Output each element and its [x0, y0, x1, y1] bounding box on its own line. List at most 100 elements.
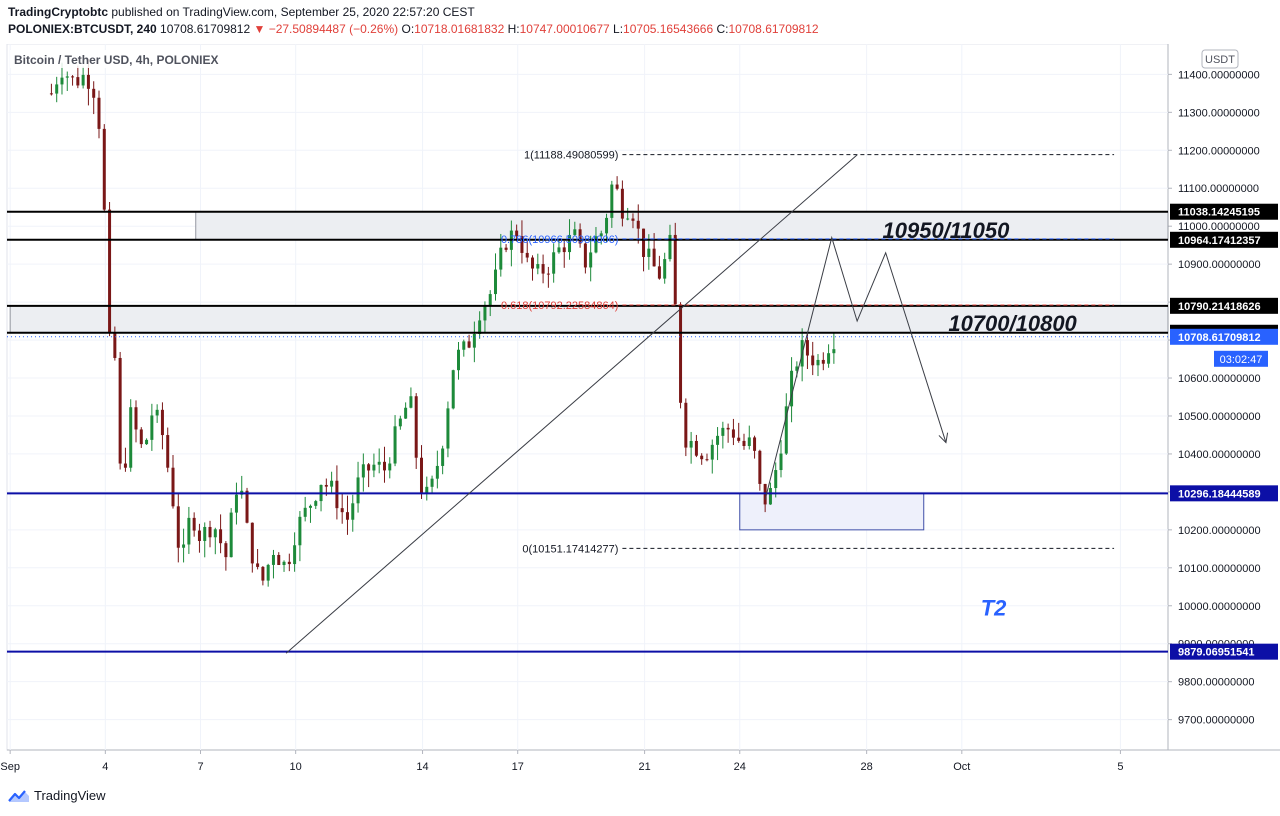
- last-price-box: [1170, 328, 1278, 345]
- x-tick-label: Sep: [0, 761, 20, 773]
- zone-label-lower: 10700/10800: [948, 311, 1077, 336]
- candle-body-up: [361, 464, 365, 478]
- high-label: H:: [507, 22, 520, 36]
- candle-body-down: [467, 341, 471, 348]
- candle-body-up: [795, 366, 799, 371]
- y-tick-label: 10500.00000000: [1178, 411, 1261, 423]
- y-tick-label: 10600.00000000: [1178, 373, 1261, 385]
- candle-body-up: [605, 217, 609, 234]
- price-label-box: [1170, 231, 1278, 248]
- currency-label: USDT: [1205, 54, 1235, 66]
- candle-body-down: [525, 252, 529, 258]
- fib-level-label: 0(10151.17414277): [522, 543, 618, 555]
- candle-body-up: [827, 353, 831, 364]
- candle-body-down: [277, 554, 281, 566]
- tradingview-logo-icon: [8, 789, 29, 802]
- candle-body-up: [330, 480, 334, 487]
- candle-body-up: [129, 407, 133, 468]
- candle-body-down: [546, 273, 550, 275]
- candle-body-up: [779, 453, 783, 471]
- candles-group: [49, 58, 836, 587]
- candle-body-down: [102, 128, 106, 210]
- candle-body-up: [182, 544, 186, 548]
- t2-annotation: T2: [981, 595, 1007, 620]
- candle-body-up: [187, 517, 191, 545]
- candle-body-up: [594, 236, 598, 253]
- low-value: 10705.16543666: [623, 22, 714, 36]
- candle-body-up: [589, 252, 593, 268]
- footer-brand[interactable]: TradingView: [8, 788, 106, 803]
- chart-area[interactable]: 9700.000000009800.000000009900.000000001…: [0, 44, 1280, 782]
- candle-body-up: [747, 437, 751, 447]
- candle-body-down: [108, 209, 112, 333]
- y-tick-label: 10000.00000000: [1178, 601, 1261, 613]
- price-label-text: 9879.06951541: [1178, 647, 1254, 659]
- candle-body-down: [753, 437, 757, 451]
- candle-body-up: [568, 234, 572, 253]
- candle-body-down: [224, 543, 228, 558]
- title-backdrop: [10, 50, 224, 68]
- candle-body-up: [435, 465, 439, 479]
- candle-body-up: [451, 370, 455, 409]
- candle-body-down: [324, 484, 328, 487]
- last-price: 10708.61709812: [160, 22, 251, 36]
- x-tick-label: 24: [734, 761, 746, 773]
- high-value: 10747.00010677: [519, 22, 610, 36]
- candle-body-up: [60, 77, 64, 85]
- y-tick-label: 11300.00000000: [1178, 107, 1260, 119]
- candle-body-down: [615, 184, 619, 189]
- y-tick-label: 10900.00000000: [1178, 259, 1261, 271]
- candle-body-up: [689, 440, 693, 448]
- x-tick-label: 21: [638, 761, 650, 773]
- candle-body-up: [494, 269, 498, 295]
- candle-body-down: [737, 437, 741, 441]
- candle-body-down: [197, 530, 201, 541]
- candle-body-up: [150, 415, 154, 440]
- candle-body-up: [816, 359, 820, 366]
- candle-body-down: [805, 340, 809, 356]
- symbol-label[interactable]: POLONIEX:BTCUSDT, 240: [8, 22, 157, 36]
- candle-body-up: [483, 305, 487, 321]
- price-label-text: 10296.18444589: [1178, 488, 1261, 500]
- candle-body-up: [377, 461, 381, 465]
- publish-info: published on TradingView.com, September …: [111, 5, 475, 19]
- candle-body-up: [229, 512, 233, 558]
- price-chart[interactable]: 9700.000000009800.000000009900.000000001…: [0, 44, 1280, 782]
- y-tick-label: 10100.00000000: [1178, 563, 1261, 575]
- publish-line: TradingCryptobtc published on TradingVie…: [8, 4, 819, 21]
- chart-title: Bitcoin / Tether USD, 4h, POLONIEX: [14, 53, 218, 67]
- candle-body-up: [832, 349, 836, 354]
- candle-body-down: [742, 440, 746, 447]
- candle-body-up: [203, 526, 207, 541]
- candle-body-up: [398, 418, 402, 427]
- candle-body-down: [700, 455, 704, 460]
- candle-body-up: [314, 501, 318, 506]
- candle-body-down: [49, 93, 53, 95]
- fib-level-label: 0.618(10792.22584864): [501, 300, 618, 312]
- projection-arrowhead: [938, 432, 949, 444]
- candle-body-up: [409, 396, 413, 408]
- candle-body-down: [382, 461, 386, 471]
- countdown-text: 03:02:47: [1220, 354, 1263, 366]
- publisher-name[interactable]: TradingCryptobtc: [8, 5, 109, 19]
- y-tick-label: 11000.00000000: [1178, 221, 1260, 233]
- candle-body-up: [478, 320, 482, 335]
- candle-body-up: [293, 545, 297, 565]
- candle-body-up: [716, 435, 720, 445]
- candle-body-down: [520, 236, 524, 253]
- candle-body-up: [298, 516, 302, 546]
- y-tick-label: 11400.00000000: [1178, 69, 1260, 81]
- candle-body-down: [705, 459, 709, 461]
- close-label: C:: [716, 22, 729, 36]
- price-label-box: [1170, 297, 1278, 314]
- candle-body-up: [462, 341, 466, 350]
- price-change: ▼ −27.50894487 (−0.26%): [253, 22, 399, 36]
- fib-level-label: 1(11188.49080599): [524, 150, 618, 162]
- candle-body-up: [356, 477, 360, 504]
- fib-level-label: 0.786(10966.50984006): [501, 234, 618, 246]
- price-label-box: [1170, 485, 1278, 502]
- countdown-box: [1214, 350, 1268, 367]
- candle-body-down: [631, 218, 635, 221]
- price-label-text: 11038.14245195: [1178, 207, 1260, 219]
- candle-body-down: [531, 257, 535, 269]
